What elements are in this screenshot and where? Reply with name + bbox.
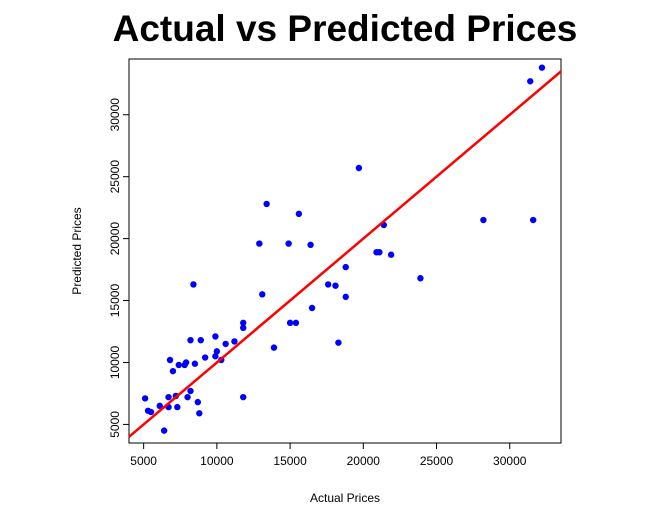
data-point (175, 361, 182, 369)
data-point (191, 360, 199, 367)
chart-title: Actual vs Predicted Prices (113, 8, 578, 49)
data-point (240, 324, 247, 331)
x-tick-label: 25000 (420, 454, 454, 468)
data-point (286, 319, 294, 327)
data-point (256, 240, 263, 247)
data-point (165, 393, 172, 401)
data-point (335, 339, 342, 346)
y-tick-label: 15000 (108, 284, 122, 318)
data-point (270, 344, 278, 351)
data-point (529, 216, 537, 224)
x-axis: 5000 10000 15000 20000 25000 30000 (130, 443, 527, 468)
data-point (417, 275, 424, 282)
data-point (263, 200, 270, 208)
x-tick-label: 10000 (200, 454, 234, 468)
data-point (240, 319, 247, 327)
reference-line (128, 70, 562, 438)
x-axis-label: Actual Prices (310, 491, 380, 505)
data-point (332, 282, 339, 289)
data-point (292, 319, 300, 327)
data-point (295, 210, 303, 218)
data-point (285, 240, 292, 247)
data-point (174, 403, 181, 411)
data-point (190, 281, 197, 288)
data-point (527, 78, 534, 85)
data-point (197, 336, 204, 344)
data-point (169, 367, 177, 375)
data-point (213, 348, 221, 355)
data-point (212, 353, 219, 360)
data-point (212, 333, 219, 340)
y-tick-label: 5000 (108, 411, 122, 438)
data-point (187, 336, 194, 344)
data-point (182, 359, 190, 366)
data-point (194, 398, 202, 406)
data-point (259, 291, 266, 298)
x-tick-label: 5000 (130, 454, 157, 468)
data-point (147, 408, 155, 416)
y-axis: 5000 10000 15000 20000 25000 30000 (108, 98, 129, 438)
data-point (156, 402, 163, 410)
y-tick-label: 30000 (108, 98, 122, 132)
plot-frame (128, 58, 562, 444)
data-point (240, 393, 247, 401)
x-tick-label: 30000 (493, 454, 527, 468)
data-point (141, 395, 149, 402)
data-point (355, 164, 363, 172)
data-point (324, 281, 332, 288)
data-point (231, 338, 238, 345)
data-point (166, 356, 174, 364)
data-point (538, 64, 546, 71)
data-point (307, 241, 314, 249)
data-point (196, 410, 203, 417)
data-point (342, 293, 349, 301)
y-tick-label: 25000 (108, 160, 122, 194)
data-point (187, 387, 194, 395)
data-point (376, 249, 383, 256)
y-tick-label: 10000 (108, 345, 122, 379)
data-point (342, 263, 349, 271)
data-point (308, 304, 316, 312)
data-point (387, 251, 395, 258)
y-axis-label: Predicted Prices (70, 207, 84, 294)
data-point (480, 216, 487, 224)
data-points (141, 64, 546, 434)
x-tick-label: 20000 (347, 454, 381, 468)
data-point (222, 340, 229, 348)
x-tick-label: 15000 (273, 454, 307, 468)
data-point (201, 354, 209, 361)
data-point (184, 393, 191, 401)
y-tick-label: 20000 (108, 222, 122, 256)
data-point (160, 427, 168, 434)
